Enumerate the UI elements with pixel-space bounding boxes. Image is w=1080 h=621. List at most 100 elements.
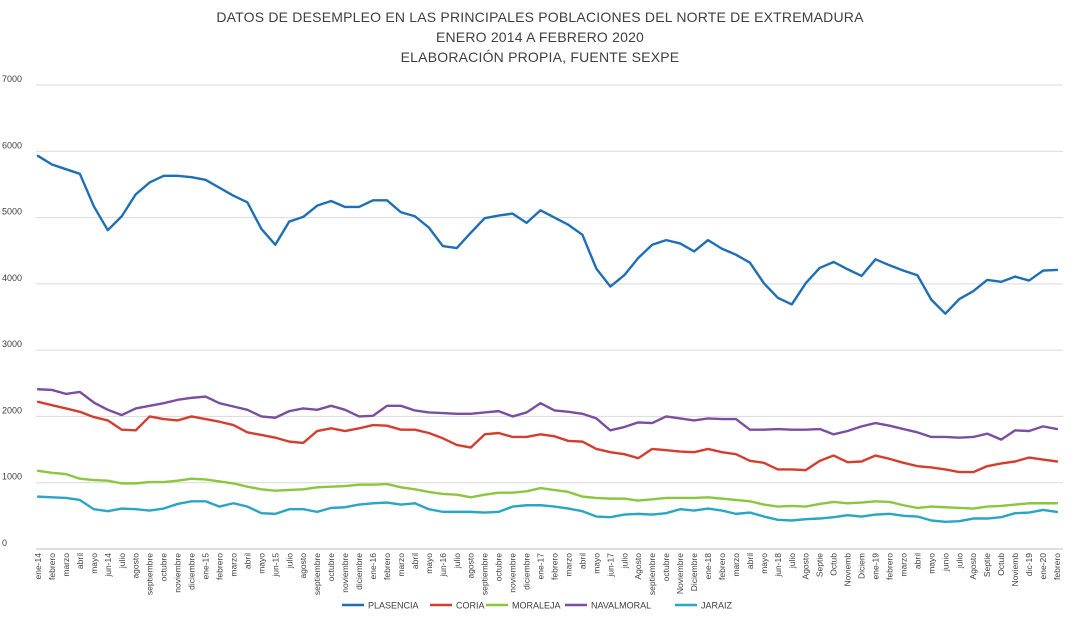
x-tick-label: abril (410, 553, 420, 569)
x-tick-label: febrero (47, 553, 57, 580)
chart-subtitle-source: ELABORACIÓN PROPIA, FUENTE SEXPE (400, 49, 680, 65)
x-tick-label: jun-14 (103, 553, 113, 578)
chart-title: DATOS DE DESEMPLEO EN LAS PRINCIPALES PO… (216, 9, 864, 25)
x-tick-label: febrero (382, 553, 392, 580)
x-tick-label: febrero (549, 553, 559, 580)
y-tick-label: 5000 (2, 207, 22, 217)
x-tick-label: diciembre (354, 553, 364, 590)
x-tick-label: octubre (326, 553, 336, 582)
x-tick-label: jun-16 (438, 553, 448, 578)
legend-label-plasencia: PLASENCIA (368, 601, 419, 611)
y-tick-label: 2000 (2, 405, 22, 415)
x-tick-label: jun-18 (773, 553, 783, 578)
x-tick-label: Septie (982, 553, 992, 577)
x-tick-label: jun-15 (270, 553, 280, 578)
x-tick-label: mayo (591, 553, 601, 574)
x-tick-label: Agosto (801, 553, 811, 580)
series-line-navalmoral (36, 388, 1059, 441)
series-line-moraleja (36, 469, 1059, 510)
legend-label-jaraiz: JARAIZ (701, 601, 733, 611)
x-tick-label: septiembre (480, 553, 490, 595)
x-tick-label: Diciembre (689, 553, 699, 592)
x-tick-label: marzo (61, 553, 71, 577)
x-tick-label: ene-15 (201, 553, 211, 580)
series-line-coria (36, 400, 1059, 474)
x-tick-label: ene-16 (368, 553, 378, 580)
x-tick-label: ene-18 (703, 553, 713, 580)
x-tick-label: julio (452, 553, 462, 569)
x-tick-label: julio (117, 553, 127, 569)
x-tick-label: noviembre (173, 553, 183, 593)
x-tick-label: octubre (494, 553, 504, 582)
y-tick-label: 1000 (2, 472, 22, 482)
x-tick-label: octubre (661, 553, 671, 582)
x-tick-label: dic-19 (1024, 553, 1034, 576)
x-tick-label: agosto (298, 553, 308, 579)
x-tick-label: Diciem (857, 553, 867, 579)
x-tick-label: marzo (898, 553, 908, 577)
x-tick-label: julio (954, 553, 964, 569)
grid (36, 84, 1063, 550)
y-tick-label: 6000 (2, 140, 22, 150)
x-tick-label: julio (284, 553, 294, 569)
x-tick-label: noviembre (508, 553, 518, 593)
x-tick-label: julio (619, 553, 629, 569)
x-tick-label: julio (787, 553, 797, 569)
x-tick-label: febrero (214, 553, 224, 580)
x-tick-label: Octub (829, 553, 839, 576)
legend: PLASENCIA CORIA MORALEJA NAVALMORAL JARAIZ (342, 601, 733, 611)
x-tick-label: Noviemb (1010, 553, 1020, 587)
series-line-jaraiz (36, 495, 1059, 524)
x-tick-label: ene-19 (871, 553, 881, 580)
x-tick-label: junio (940, 553, 950, 572)
x-tick-label: septiembre (145, 553, 155, 595)
x-tick-label: abril (75, 553, 85, 569)
x-tick-label: ene-17 (536, 553, 546, 580)
x-tick-label: mayo (759, 553, 769, 574)
x-tick-label: octubre (159, 553, 169, 582)
x-tick-label: Agosto (968, 553, 978, 580)
x-tick-label: noviembre (340, 553, 350, 593)
x-tick-label: septiembre (312, 553, 322, 595)
x-tick-label: abril (745, 553, 755, 569)
x-tick-label: agosto (466, 553, 476, 579)
x-tick-label: febrero (884, 553, 894, 580)
legend-label-coria: CORIA (456, 601, 485, 611)
x-tick-label: Septie (815, 553, 825, 577)
x-tick-label: febrero (717, 553, 727, 580)
x-tick-label: mayo (926, 553, 936, 574)
x-tick-label: mayo (256, 553, 266, 574)
x-tick-label: diciembre (187, 553, 197, 590)
x-tick-label: mayo (424, 553, 434, 574)
y-tick-label: 3000 (2, 339, 22, 349)
x-tick-label: abril (912, 553, 922, 569)
x-tick-label: marzo (228, 553, 238, 577)
legend-label-moraleja: MORALEJA (512, 601, 561, 611)
x-tick-label: febrero (1052, 553, 1062, 580)
x-tick-label: mayo (89, 553, 99, 574)
x-tick-label: Octub (996, 553, 1006, 576)
x-axis: ene-14 febrero marzo abril mayo jun-14 julio ag… (33, 553, 1062, 595)
chart-subtitle-dates: ENERO 2014 A FEBRERO 2020 (435, 29, 645, 45)
series-line-plasencia (36, 154, 1059, 315)
series-lines (36, 154, 1059, 524)
y-tick-label: 4000 (2, 273, 22, 283)
x-tick-label: abril (242, 553, 252, 569)
x-tick-label: marzo (731, 553, 741, 577)
x-tick-label: jun-17 (605, 553, 615, 578)
x-tick-label: diciembre (522, 553, 532, 590)
x-tick-label: septiembre (647, 553, 657, 595)
x-tick-label: Agosto (633, 553, 643, 580)
x-tick-label: marzo (563, 553, 573, 577)
legend-label-navalmoral: NAVALMORAL (591, 601, 651, 611)
x-tick-label: Noviemb (843, 553, 853, 587)
x-tick-label: agosto (131, 553, 141, 579)
y-axis: 0 1000 2000 3000 4000 5000 6000 7000 (2, 74, 22, 548)
x-tick-label: Noviembre (675, 553, 685, 594)
y-tick-label: 0 (2, 538, 7, 548)
x-tick-label: abril (577, 553, 587, 569)
x-tick-label: ene-20 (1038, 553, 1048, 580)
x-tick-label: ene-14 (33, 553, 43, 580)
